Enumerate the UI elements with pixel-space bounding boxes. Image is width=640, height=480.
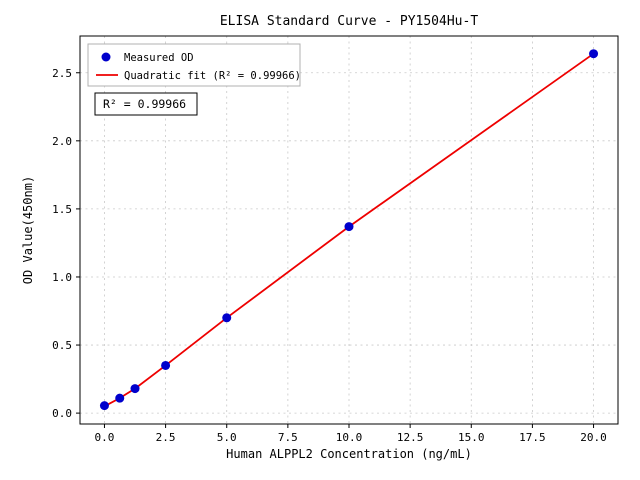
annotation-text: R² = 0.99966	[103, 97, 186, 111]
scatter-point	[589, 49, 599, 59]
y-tick-label: 1.5	[52, 203, 72, 216]
scatter-point	[161, 360, 171, 370]
x-axis-label: Human ALPPL2 Concentration (ng/mL)	[226, 447, 472, 461]
y-axis-label: OD Value(450nm)	[21, 176, 35, 284]
scatter-point	[99, 401, 109, 411]
x-tick-label: 20.0	[580, 431, 607, 444]
legend-box	[87, 43, 301, 87]
y-tick-label: 0.5	[52, 339, 72, 352]
y-tick-label: 2.0	[52, 135, 72, 148]
x-tick-label: 7.5	[278, 431, 298, 444]
legend-label-measured-od: Measured OD	[124, 52, 194, 64]
scatter-point	[115, 393, 125, 403]
r-squared-annotation: R² = 0.99966	[94, 92, 198, 116]
legend: Measured OD Quadratic fit (R² = 0.99966)	[87, 43, 301, 87]
legend-label-quadratic-fit: Quadratic fit (R² = 0.99966)	[124, 70, 301, 82]
legend-marker-measured-od-icon	[101, 52, 111, 62]
scatter-point	[222, 313, 232, 323]
x-tick-label: 5.0	[217, 431, 237, 444]
y-tick-label: 1.0	[52, 271, 72, 284]
x-tick-label: 17.5	[519, 431, 546, 444]
x-tick-label: 10.0	[336, 431, 363, 444]
plot-area: 0.0 2.5 5.0 7.5 10.0 12.5 15.0 17.5 20.0 0.0 0.5 1.…	[52, 35, 619, 444]
annotation-box	[94, 92, 198, 116]
x-tick-label: 15.0	[458, 431, 485, 444]
x-tick-label: 0.0	[95, 431, 115, 444]
x-tick-label: 2.5	[156, 431, 176, 444]
scatter-point	[344, 222, 354, 232]
y-tick-label: 2.5	[52, 67, 72, 80]
y-tick-label: 0.0	[52, 407, 72, 420]
x-tick-label: 12.5	[397, 431, 424, 444]
scatter-point	[130, 384, 140, 394]
chart-title: ELISA Standard Curve - PY1504Hu-T	[220, 14, 478, 29]
